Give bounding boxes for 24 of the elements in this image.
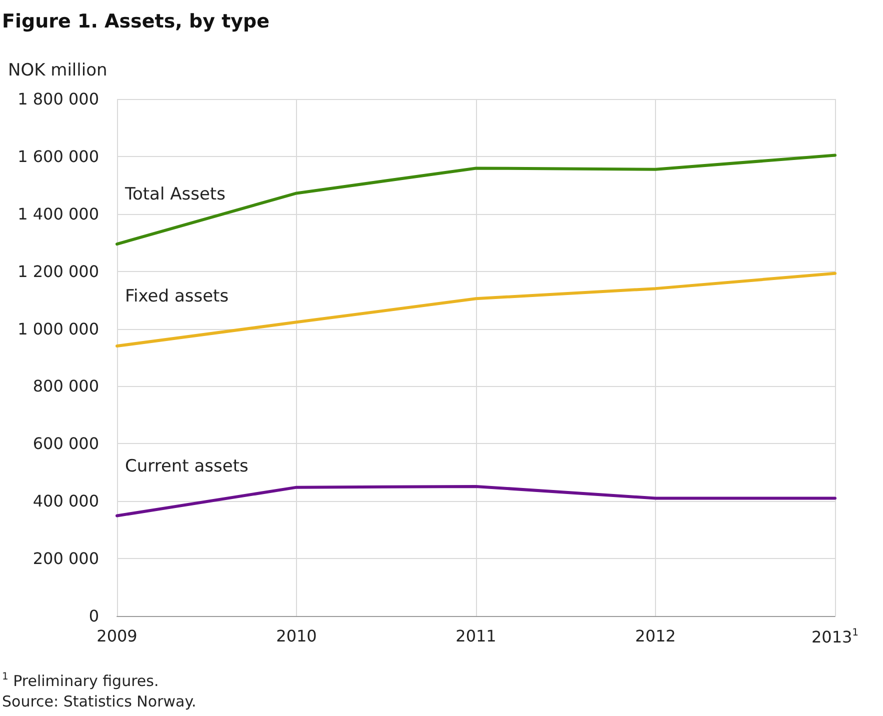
series-label: Current assets [125, 456, 249, 476]
chart-title: Figure 1. Assets, by type [2, 10, 270, 32]
line-series [116, 272, 836, 348]
series-label: Total Assets [124, 184, 226, 205]
y-tick-label: 400 000 [32, 492, 99, 511]
y-tick-label: 1 400 000 [18, 204, 99, 224]
y-tick-label: 1 200 000 [18, 262, 99, 281]
y-tick-label: 1 600 000 [18, 146, 99, 166]
y-tick-label: 200 000 [32, 549, 99, 568]
source-note: Source: Statistics Norway. [2, 692, 196, 710]
text: 1 Preliminary figures. [2, 672, 159, 690]
x-tick-label: 2009 [96, 626, 138, 646]
series-label: Fixed assets [125, 286, 229, 307]
line-series [116, 154, 836, 246]
y-tick-label: 1 000 000 [18, 319, 99, 338]
y-tick-label: 1 800 000 [18, 90, 99, 108]
y-axis-title: NOK million [8, 60, 108, 80]
line-series [116, 484, 836, 518]
x-tick-label: 2012 [635, 626, 676, 646]
y-tick-label: 600 000 [32, 434, 99, 454]
x-tick-label: 2010 [276, 626, 317, 646]
x-tick-label: 2011 [456, 626, 496, 646]
y-tick-label: 800 000 [32, 376, 99, 396]
y-tick-label: 0 [88, 606, 99, 626]
